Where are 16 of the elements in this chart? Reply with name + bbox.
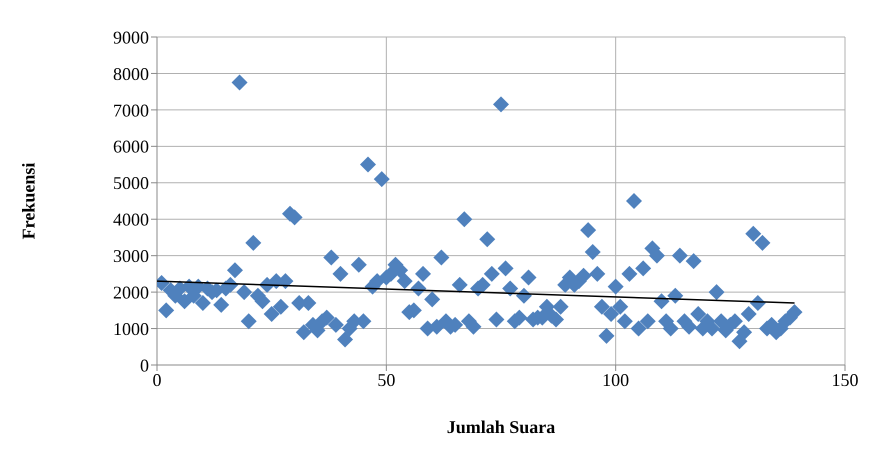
y-tick-label: 0 — [140, 355, 149, 376]
y-tick-label: 3000 — [113, 246, 149, 266]
y-tick-label: 4000 — [113, 210, 149, 230]
x-tick-label: 100 — [602, 370, 630, 390]
y-tick-label: 6000 — [113, 136, 149, 157]
y-tick-label: 2000 — [113, 282, 149, 302]
y-tick-label: 9000 — [113, 27, 149, 48]
x-axis-title: Jumlah Suara — [446, 417, 556, 437]
y-tick-label: 8000 — [113, 64, 149, 84]
x-tick-label: 50 — [377, 370, 396, 390]
y-tick-label: 7000 — [113, 100, 149, 120]
x-tick-label: 150 — [832, 370, 858, 390]
y-tick-label: 1000 — [113, 318, 149, 339]
x-tick-label: 0 — [152, 370, 162, 390]
y-tick-label: 5000 — [113, 173, 149, 194]
y-axis-title: Frekuensi — [18, 162, 38, 240]
